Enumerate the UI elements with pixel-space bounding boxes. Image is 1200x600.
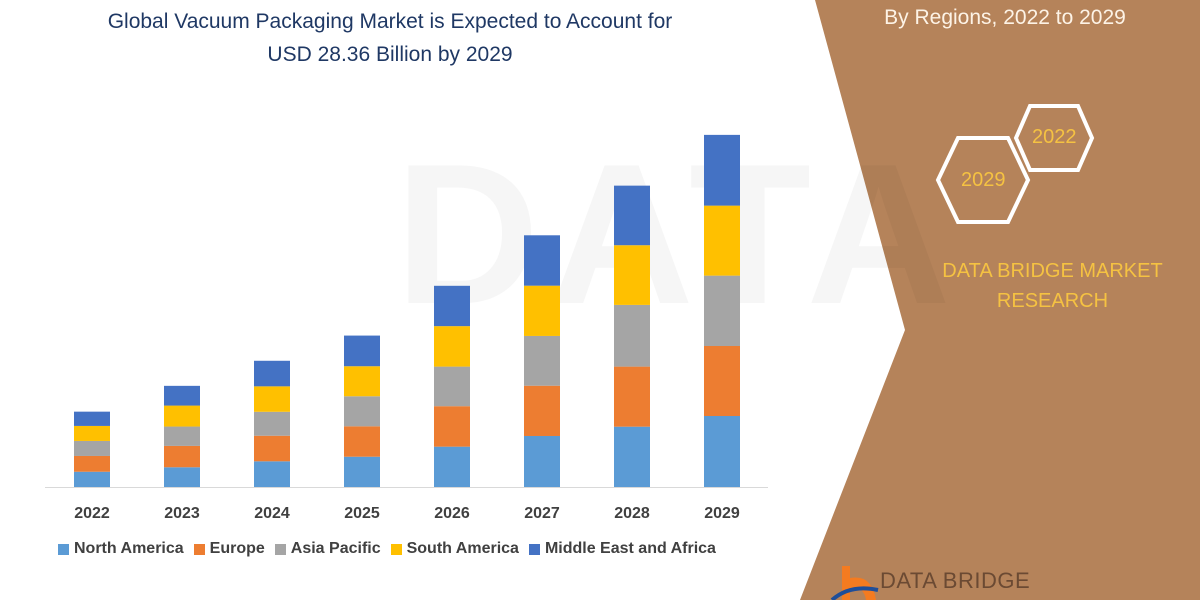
legend-swatch [274, 543, 286, 555]
legend-item-middle-east-africa: Middle East and Africa [528, 540, 716, 558]
legend-label: Asia Pacific [290, 540, 381, 557]
legend-label: South America [406, 540, 519, 557]
hex-year-2029: 2029 [961, 169, 1006, 191]
chart-title-line-1: Global Vacuum Packaging Market is Expect… [107, 10, 673, 33]
chart-title-line-2: USD 28.36 Billion by 2029 [267, 43, 513, 66]
legend-swatch [193, 543, 205, 555]
legend-swatch [58, 543, 69, 555]
brand-line-1: DATA BRIDGE MARKET [942, 260, 1163, 282]
legend-label: Middle East and Africa [544, 540, 716, 557]
hexagon-2022-icon [1013, 104, 1095, 172]
legend-item-north-america: North America [58, 540, 184, 558]
panel-subtitle: By Regions, 2022 to 2029 [884, 6, 1126, 29]
hex-year-2022: 2022 [1032, 126, 1077, 148]
legend-item-asia-pacific: Asia Pacific [274, 540, 381, 558]
legend-label: Europe [209, 540, 265, 557]
watermark: DATA [395, 120, 961, 350]
logo-text: DATA BRIDGE [880, 568, 1031, 593]
legend: North America Europe Asia Pacific South … [58, 540, 716, 558]
brand-name: DATA BRIDGE MARKET RESEARCH [920, 256, 1185, 316]
brand-line-2: RESEARCH [996, 290, 1109, 312]
legend-item-south-america: South America [390, 540, 519, 558]
legend-swatch [528, 543, 540, 555]
hexagon-2029-icon [935, 136, 1031, 224]
legend-swatch [390, 543, 402, 555]
brown-panel-shape [800, 0, 1200, 600]
logo-mark-icon [830, 566, 879, 600]
legend-label: North America [74, 540, 184, 557]
legend-item-europe: Europe [193, 540, 265, 558]
